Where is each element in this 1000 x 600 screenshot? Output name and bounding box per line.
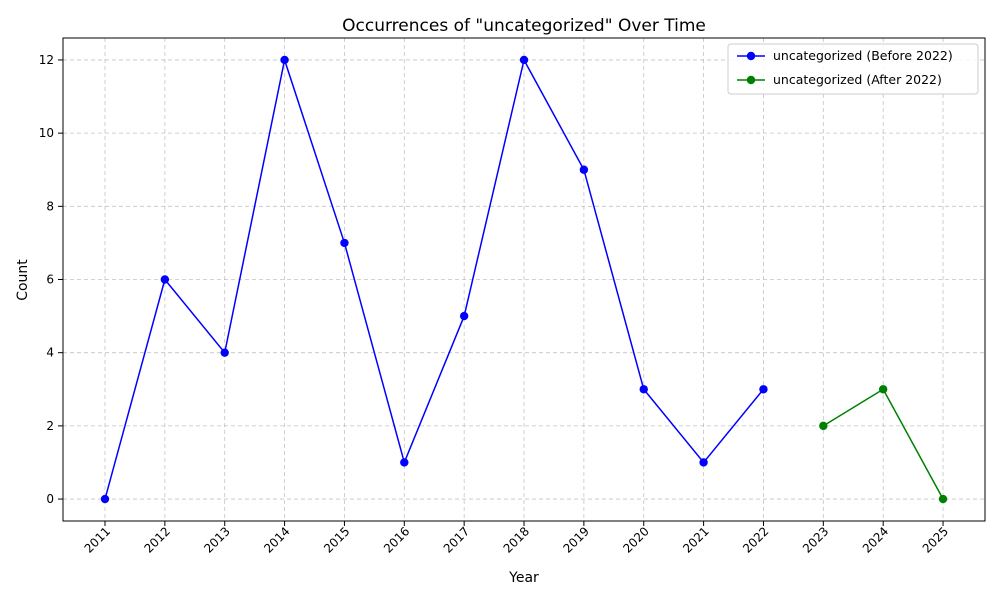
- legend-marker-before: [746, 51, 756, 61]
- series-line-0: [104, 57, 765, 500]
- data-point: [579, 165, 589, 174]
- data-point: [280, 55, 289, 65]
- data-point: [819, 421, 828, 431]
- data-point: [639, 385, 648, 394]
- legend-marker-after: [746, 75, 756, 85]
- y-tick-label: 12: [39, 53, 54, 67]
- data-point: [400, 458, 409, 467]
- y-tick-label: 10: [39, 126, 54, 140]
- grid: [63, 38, 985, 521]
- data-point: [340, 238, 349, 248]
- legend: uncategorized (Before 2022) uncategorize…: [727, 43, 979, 95]
- data-point: [759, 385, 768, 394]
- legend-label-after: uncategorized (After 2022): [773, 72, 942, 87]
- chart-title: Occurrences of "uncategorized" Over Time: [342, 16, 706, 36]
- data-point: [220, 348, 229, 357]
- y-axis: 0 2 4 6 8 10 12: [39, 53, 63, 506]
- y-tick-label: 8: [46, 199, 54, 213]
- data-point: [459, 311, 469, 321]
- x-axis-label: Year: [508, 570, 539, 586]
- legend-box: [727, 43, 979, 95]
- y-axis-label: Count: [15, 259, 31, 301]
- y-tick-label: 0: [46, 492, 54, 506]
- data-point: [938, 494, 948, 504]
- legend-label-before: uncategorized (Before 2022): [773, 48, 953, 63]
- y-tick-label: 4: [46, 346, 54, 360]
- data-point: [699, 458, 708, 467]
- y-tick-label: 2: [46, 419, 54, 433]
- series-layer: [100, 55, 948, 504]
- y-tick-label: 6: [46, 273, 54, 287]
- data-point: [100, 494, 110, 504]
- data-point: [160, 275, 170, 284]
- data-point: [519, 55, 529, 65]
- data-point: [878, 385, 888, 394]
